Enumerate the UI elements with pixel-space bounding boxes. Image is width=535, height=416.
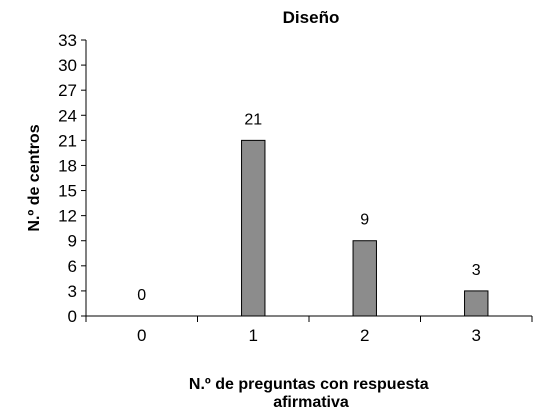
y-tick-label: 9 <box>68 232 77 251</box>
x-tick-label: 2 <box>360 326 369 345</box>
y-ticks-group: 0 3 6 9 12 15 18 21 24 27 30 33 <box>58 31 86 326</box>
y-tick-label: 3 <box>68 282 77 301</box>
y-tick-label: 12 <box>58 207 77 226</box>
bar-2 <box>352 240 377 317</box>
x-tick-label: 0 <box>137 326 146 345</box>
y-tick-label: 18 <box>58 156 77 175</box>
y-tick-label: 27 <box>58 81 77 100</box>
data-labels-group: 0 21 9 3 <box>137 111 481 304</box>
x-axis-label-line-1: N.º de preguntas con respuesta <box>189 376 429 393</box>
y-tick-label: 0 <box>68 307 77 326</box>
data-label-2: 9 <box>360 212 369 229</box>
bar-1 <box>241 139 266 317</box>
y-tick-label: 24 <box>58 106 77 125</box>
x-axis-label: N.º de preguntas con respuesta afirmativ… <box>189 376 433 411</box>
x-ticks-group: 0 1 2 3 <box>85 316 533 345</box>
x-tick-label: 1 <box>249 326 258 345</box>
bar-3 <box>464 290 489 317</box>
y-tick-label: 6 <box>68 257 77 276</box>
y-axis-label: N.º de centros <box>26 124 43 231</box>
y-tick-label: 15 <box>58 182 77 201</box>
y-tick-label: 33 <box>58 31 77 50</box>
x-axis-label-line-2: afirmativa <box>273 394 349 411</box>
data-label-3: 3 <box>472 262 481 279</box>
x-tick-label: 3 <box>472 326 481 345</box>
y-tick-label: 21 <box>58 131 77 150</box>
bars-group <box>241 139 489 317</box>
chart-title: Diseño <box>283 8 340 27</box>
data-label-0: 0 <box>137 287 146 304</box>
data-label-1: 21 <box>244 111 262 128</box>
y-tick-label: 30 <box>58 56 77 75</box>
